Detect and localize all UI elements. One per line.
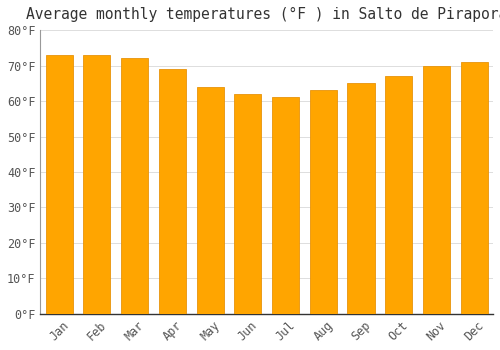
Bar — [234, 94, 262, 314]
Bar — [84, 55, 110, 314]
Bar — [46, 55, 73, 314]
Bar — [196, 87, 224, 314]
Title: Average monthly temperatures (°F ) in Salto de Pirapora: Average monthly temperatures (°F ) in Sa… — [26, 7, 500, 22]
Bar — [310, 90, 337, 314]
Bar — [460, 62, 488, 314]
Bar — [348, 83, 374, 314]
Bar — [385, 76, 412, 314]
Bar — [159, 69, 186, 314]
Bar — [121, 58, 148, 314]
Bar — [423, 65, 450, 314]
Bar — [272, 98, 299, 314]
